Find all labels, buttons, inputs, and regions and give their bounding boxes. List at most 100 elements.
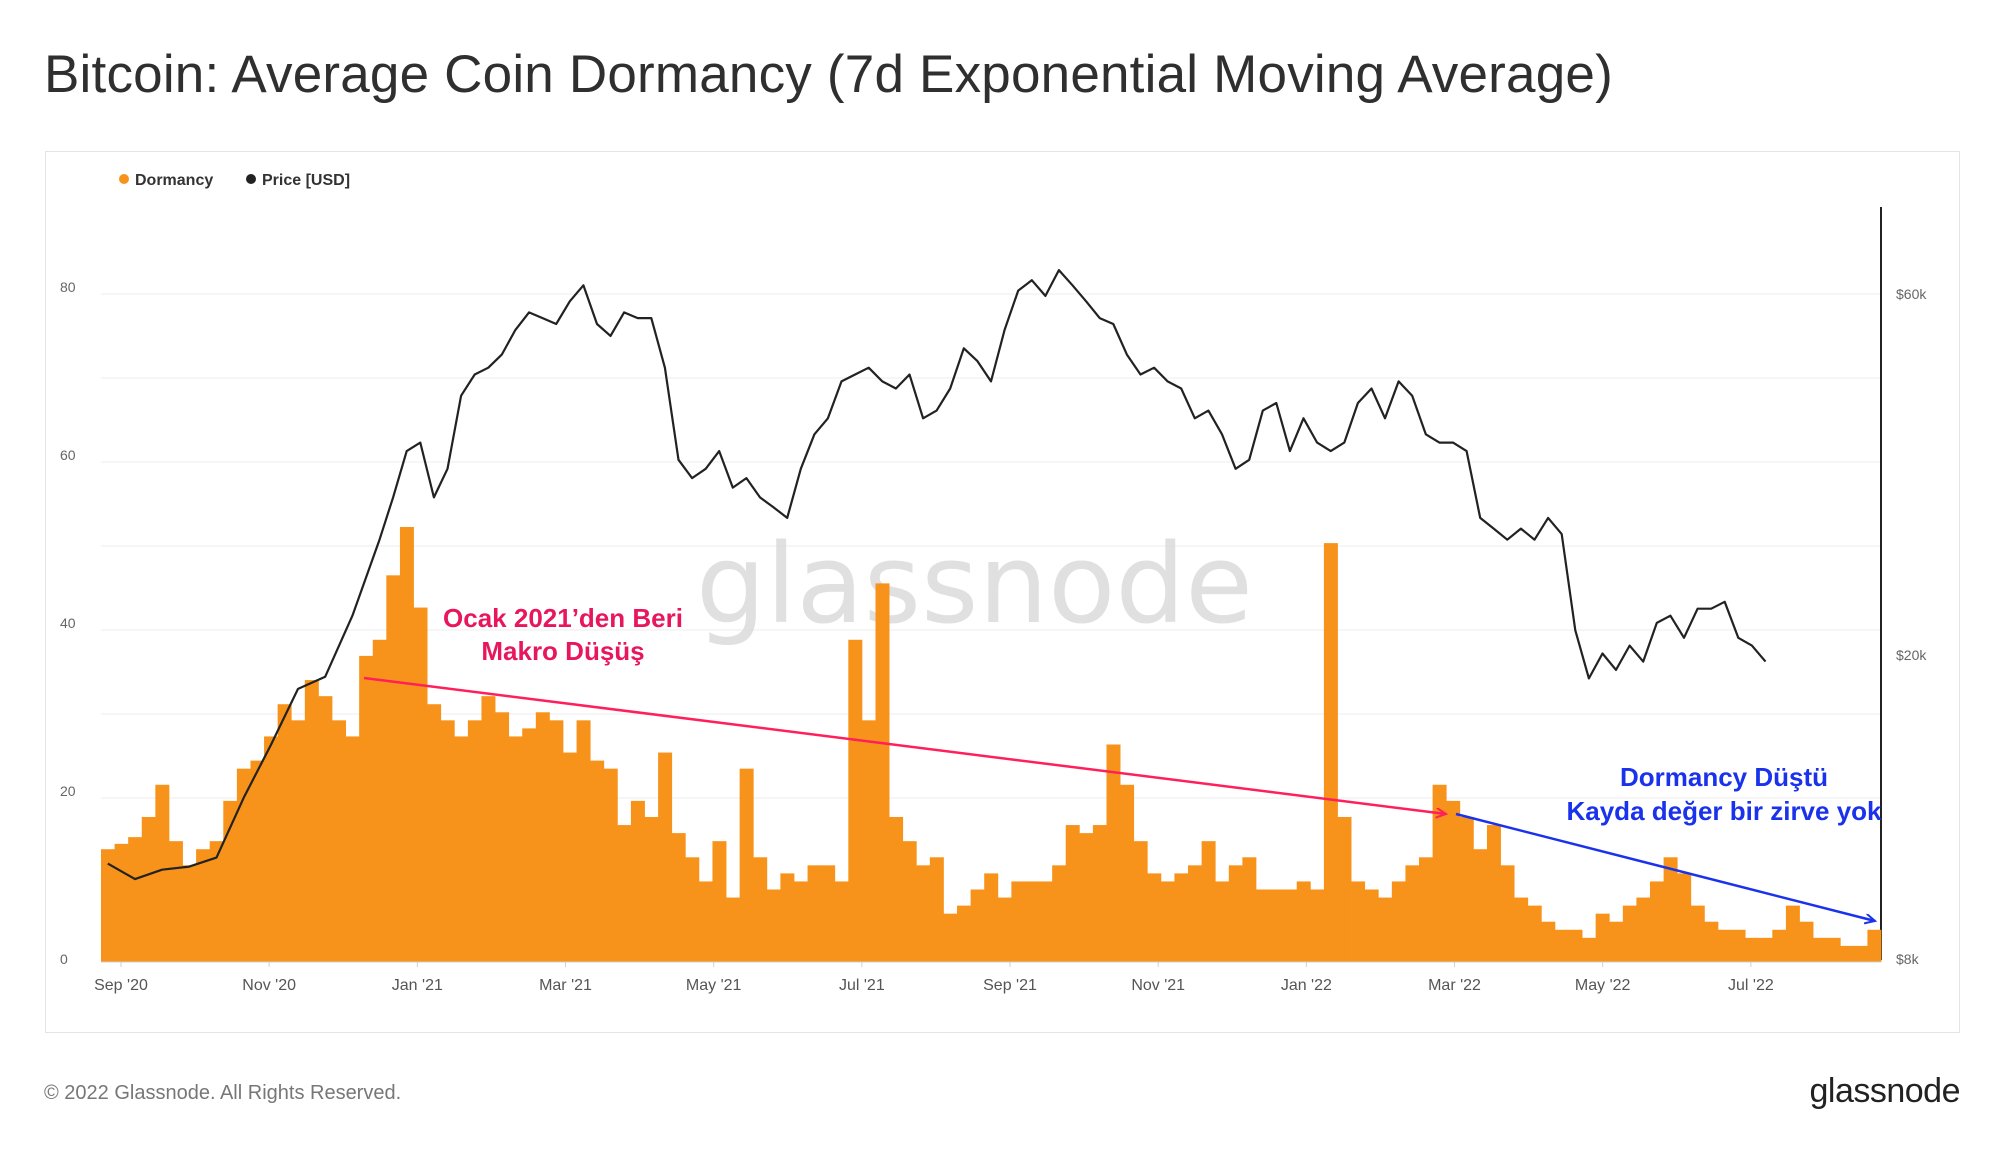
dormancy-bar — [508, 736, 523, 962]
dormancy-bar — [1568, 929, 1583, 962]
legend-price-swatch — [246, 174, 256, 184]
dormancy-bar — [1310, 889, 1325, 962]
dormancy-bar — [671, 833, 686, 962]
dormancy-bar — [1514, 897, 1529, 962]
dormancy-bar — [1541, 921, 1556, 962]
dormancy-bar — [1636, 897, 1651, 962]
dormancy-bar — [1147, 873, 1162, 962]
dormancy-bar — [399, 527, 414, 962]
x-tick-label: Sep '20 — [94, 977, 148, 994]
dormancy-bar — [685, 857, 700, 962]
dormancy-bar — [386, 575, 401, 962]
dormancy-bar — [793, 881, 808, 962]
x-tick-label: Jul '21 — [839, 977, 885, 994]
dormancy-bar — [603, 768, 618, 962]
x-tick-label: Nov '21 — [1131, 977, 1185, 994]
annotation-dormancy-dropped-line1: Dormancy Düştü — [1620, 762, 1828, 792]
dormancy-bar — [753, 857, 768, 962]
dormancy-bar — [1024, 881, 1039, 962]
legend-dormancy-swatch — [119, 174, 129, 184]
dormancy-bar — [1079, 833, 1094, 962]
x-tick-label: May '22 — [1575, 977, 1631, 994]
dormancy-bar — [427, 704, 442, 962]
dormancy-bar — [807, 865, 822, 962]
dormancy-bar — [1038, 881, 1053, 962]
dormancy-bar — [766, 889, 781, 962]
dormancy-bar — [1215, 881, 1230, 962]
x-tick-label: Mar '22 — [1428, 977, 1481, 994]
dormancy-bar — [304, 680, 319, 962]
dormancy-bar — [1405, 865, 1420, 962]
dormancy-bar — [1459, 817, 1474, 962]
dormancy-bar — [495, 712, 510, 962]
y-tick-left: 0 — [60, 951, 68, 967]
dormancy-bar — [1853, 945, 1868, 962]
y-tick-right: $8k — [1896, 951, 1920, 967]
annotation-macro-decline-line2: Makro Düşüş — [481, 636, 644, 666]
dormancy-bar — [182, 865, 197, 962]
dormancy-bar — [1867, 929, 1882, 962]
dormancy-bar — [590, 760, 605, 962]
dormancy-bar — [1704, 921, 1719, 962]
legend: Dormancy Price [USD] — [119, 172, 350, 189]
annotation-dormancy-dropped-line2: Kayda değer bir zirve yok — [1566, 796, 1882, 826]
dormancy-bar — [549, 720, 564, 962]
legend-dormancy-label: Dormancy — [135, 172, 213, 189]
dormancy-bar — [1650, 881, 1664, 962]
dormancy-bar — [902, 841, 917, 962]
dormancy-bar — [644, 817, 659, 962]
dormancy-bar — [916, 865, 931, 962]
dormancy-bar — [929, 857, 944, 962]
dormancy-bar — [834, 881, 849, 962]
y-tick-left: 20 — [60, 783, 76, 799]
dormancy-bar — [1582, 937, 1597, 962]
dormancy-bar — [1813, 937, 1828, 962]
dormancy-bar — [1283, 889, 1298, 962]
dormancy-bar — [345, 736, 360, 962]
dormancy-bar — [1351, 881, 1366, 962]
dormancy-bar — [861, 720, 876, 962]
dormancy-bar — [875, 583, 890, 962]
dormancy-bar — [1785, 905, 1800, 962]
dormancy-bar — [1677, 873, 1692, 962]
dormancy-bar — [454, 736, 469, 962]
legend-price-label: Price [USD] — [262, 172, 350, 189]
page-title: Bitcoin: Average Coin Dormancy (7d Expon… — [44, 45, 1613, 104]
dormancy-bar — [562, 752, 577, 962]
dormancy-bar — [1799, 921, 1814, 962]
dormancy-bar — [481, 696, 496, 962]
dormancy-bar — [291, 720, 306, 962]
price-line — [107, 269, 1767, 881]
dormancy-bar — [1065, 825, 1080, 962]
dormancy-bar — [1500, 865, 1515, 962]
dormancy-bar — [889, 817, 904, 962]
dormancy-bar — [712, 841, 727, 962]
dormancy-bar — [141, 817, 156, 962]
dormancy-bar — [1201, 841, 1216, 962]
dormancy-bar — [943, 913, 958, 962]
dormancy-bar — [1826, 937, 1841, 962]
dormancy-bar — [1717, 929, 1732, 962]
dormancy-bar — [658, 752, 673, 962]
dormancy-bar — [1092, 825, 1107, 962]
dormancy-bar — [318, 696, 333, 962]
dormancy-bar — [630, 800, 645, 962]
dormancy-bar — [1255, 889, 1270, 962]
dormancy-bar — [848, 639, 863, 962]
dormancy-bar — [1337, 817, 1352, 962]
dormancy-bar — [1269, 889, 1284, 962]
dormancy-bar — [1446, 800, 1461, 962]
x-tick-label: Jan '22 — [1281, 977, 1332, 994]
dormancy-bar — [1174, 873, 1189, 962]
dormancy-bar — [250, 760, 265, 962]
dormancy-bar — [359, 655, 374, 962]
dormancy-bar — [196, 849, 211, 962]
x-axis: Sep '20 Nov '20 Jan '21 Mar '21 May '21 Jul '… — [94, 961, 1881, 994]
dormancy-bar — [264, 736, 279, 962]
dormancy-bar — [467, 720, 482, 962]
dormancy-bar — [780, 873, 795, 962]
dormancy-bar — [1364, 889, 1379, 962]
y-tick-left: 60 — [60, 447, 76, 463]
dormancy-bar — [739, 768, 754, 962]
no-notable-peak-arrow — [1455, 812, 1875, 921]
